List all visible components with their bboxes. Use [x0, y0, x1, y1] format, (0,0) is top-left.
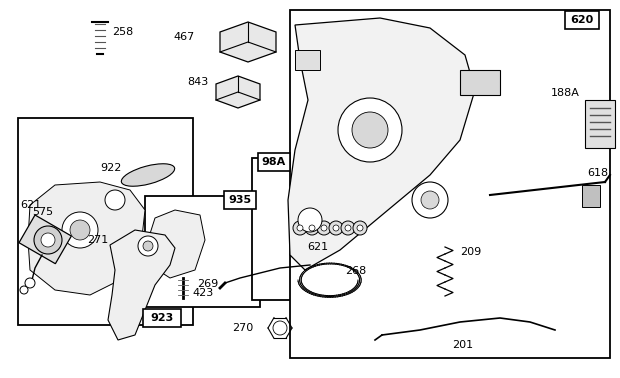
Bar [565, 11, 599, 29]
Text: 201: 201 [452, 340, 473, 350]
Text: 258: 258 [112, 27, 133, 37]
Text: 575: 575 [32, 207, 53, 217]
Text: eReplacementParts.com: eReplacementParts.com [234, 194, 386, 206]
Bar [585, 100, 615, 148]
Circle shape [309, 225, 315, 231]
Bar [460, 70, 500, 95]
Ellipse shape [122, 164, 175, 186]
Circle shape [317, 221, 331, 235]
Circle shape [143, 241, 153, 251]
Text: 423: 423 [192, 288, 213, 298]
Text: 620: 620 [570, 15, 593, 25]
Text: 209: 209 [460, 247, 481, 257]
Polygon shape [216, 76, 260, 108]
Text: 98A: 98A [262, 157, 286, 167]
Text: 618: 618 [587, 168, 609, 178]
Text: 922: 922 [100, 163, 122, 173]
Text: 467: 467 [174, 32, 195, 42]
Text: 268: 268 [345, 266, 366, 276]
Text: 269: 269 [197, 279, 218, 289]
Circle shape [297, 225, 303, 231]
Circle shape [338, 98, 402, 162]
Circle shape [34, 226, 62, 254]
Polygon shape [148, 210, 205, 278]
Bar [258, 153, 290, 171]
Circle shape [70, 220, 90, 240]
Circle shape [20, 286, 28, 294]
Polygon shape [108, 230, 175, 340]
Bar [19, 215, 71, 264]
Circle shape [298, 208, 322, 232]
Circle shape [273, 321, 287, 335]
Circle shape [41, 233, 55, 247]
Circle shape [412, 182, 448, 218]
Circle shape [421, 191, 439, 209]
Text: 271: 271 [87, 235, 108, 245]
Bar [143, 309, 181, 327]
Text: 270: 270 [232, 323, 253, 333]
Circle shape [329, 221, 343, 235]
Bar [252, 158, 394, 300]
Circle shape [105, 190, 125, 210]
Circle shape [138, 236, 158, 256]
Circle shape [293, 221, 307, 235]
Text: 621: 621 [308, 242, 329, 252]
Circle shape [62, 212, 98, 248]
Circle shape [352, 112, 388, 148]
Bar [582, 185, 600, 207]
Text: 621: 621 [20, 200, 41, 210]
Circle shape [25, 278, 35, 288]
Circle shape [357, 225, 363, 231]
Circle shape [321, 225, 327, 231]
Text: 188A: 188A [551, 88, 580, 98]
Polygon shape [28, 182, 145, 295]
Circle shape [353, 221, 367, 235]
Text: 843: 843 [187, 77, 208, 87]
Polygon shape [220, 22, 276, 62]
Bar [295, 50, 320, 70]
Circle shape [333, 225, 339, 231]
Circle shape [341, 221, 355, 235]
Bar [145, 196, 260, 307]
Text: 935: 935 [228, 195, 252, 205]
Circle shape [305, 221, 319, 235]
Bar [290, 10, 610, 358]
Circle shape [345, 225, 351, 231]
Text: 923: 923 [151, 313, 174, 323]
Bar [18, 118, 193, 325]
Polygon shape [288, 18, 475, 270]
Bar [224, 191, 256, 209]
